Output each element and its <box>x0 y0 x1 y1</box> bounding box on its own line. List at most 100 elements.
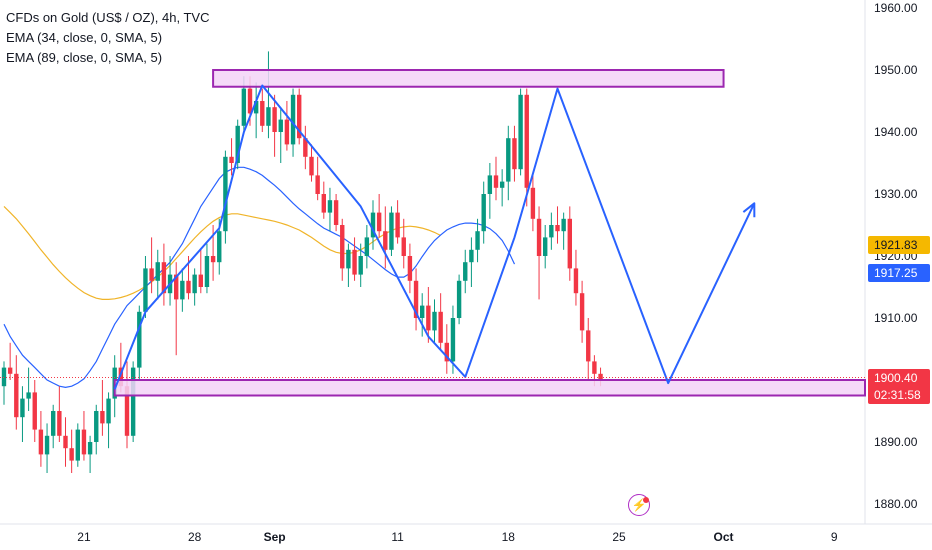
candle-body <box>518 94 523 170</box>
candle <box>297 88 302 145</box>
candle-body <box>567 218 572 269</box>
x-tick-label: Oct <box>714 530 734 544</box>
countdown-label: 02:31:58 <box>868 386 930 404</box>
candle <box>143 256 148 318</box>
candle <box>63 417 68 467</box>
candle <box>321 181 326 219</box>
candle-body <box>26 392 31 399</box>
candle-body <box>229 156 234 163</box>
y-tick-label: 1890.00 <box>874 435 918 449</box>
candle-body <box>432 311 437 331</box>
candle <box>94 404 99 455</box>
candle-body <box>247 88 253 114</box>
candle-body <box>469 249 474 263</box>
candle-body <box>161 262 167 294</box>
candle-body <box>524 94 529 188</box>
candle-body <box>407 256 413 281</box>
candle <box>370 200 376 250</box>
candle-body <box>7 367 13 374</box>
candle-body <box>284 119 290 145</box>
candle <box>432 299 437 343</box>
pattern-layer <box>113 84 756 390</box>
legend-ema89[interactable]: EMA (89, close, 0, SMA, 5) <box>6 50 163 65</box>
candle <box>518 88 523 176</box>
candle <box>315 156 320 201</box>
candle-body <box>223 156 228 232</box>
candle-body <box>57 411 62 436</box>
zones-layer <box>113 69 866 397</box>
candle <box>475 218 480 263</box>
candle-body <box>493 175 499 188</box>
candle <box>1 361 7 405</box>
candle-body <box>174 274 179 300</box>
candle <box>573 249 579 306</box>
candle <box>364 225 370 269</box>
candle-body <box>376 212 382 232</box>
candle-body <box>401 237 406 256</box>
candle <box>303 125 308 170</box>
candle <box>561 212 566 250</box>
candle-body <box>290 94 296 145</box>
candle-body <box>573 268 579 294</box>
candle <box>253 82 259 139</box>
candle-body <box>235 125 240 163</box>
legend-symbol[interactable]: CFDs on Gold (US$ / OZ), 4h, TVC <box>6 10 210 25</box>
candle-body <box>530 187 536 219</box>
candle <box>358 243 363 287</box>
candle <box>586 318 591 380</box>
candle <box>137 305 142 380</box>
candle-body <box>266 107 271 126</box>
candle <box>493 156 499 201</box>
ema34-layer <box>3 166 516 389</box>
candle-body <box>75 429 80 461</box>
x-tick-label: 18 <box>502 530 516 544</box>
candle-body <box>450 318 456 362</box>
candle <box>155 249 160 300</box>
candle <box>401 218 406 269</box>
candle-body <box>63 435 68 449</box>
candle <box>413 268 419 331</box>
candle <box>389 206 394 256</box>
candle <box>272 94 277 157</box>
candle-body <box>44 435 50 455</box>
candle <box>536 206 542 300</box>
candle <box>426 287 431 343</box>
candle <box>278 107 283 163</box>
candle-body <box>137 311 142 368</box>
candle <box>512 125 517 182</box>
candle-body <box>198 274 203 287</box>
candle-body <box>69 448 74 461</box>
x-tick-label: Sep <box>264 530 286 544</box>
candle <box>198 249 203 294</box>
candle-body <box>32 392 37 430</box>
legend-ema34[interactable]: EMA (34, close, 0, SMA, 5) <box>6 30 163 45</box>
candle <box>309 144 314 182</box>
candle-body <box>499 181 505 188</box>
candle-body <box>210 256 216 263</box>
candle <box>14 355 19 430</box>
candle-body <box>592 361 597 374</box>
candle <box>266 51 271 139</box>
ema34-price-label: 1917.25 <box>868 264 930 282</box>
candle-body <box>149 268 154 281</box>
candle <box>340 218 345 281</box>
candle <box>235 119 240 170</box>
candle-body <box>100 411 105 424</box>
x-tick-label: 28 <box>188 530 202 544</box>
candle <box>420 293 425 337</box>
lightning-icon[interactable]: ⚡ <box>628 494 650 516</box>
candle-body <box>241 88 247 126</box>
candle-body <box>352 249 357 275</box>
candle <box>149 237 154 294</box>
y-tick-label: 1940.00 <box>874 125 918 139</box>
candle <box>130 361 136 442</box>
pattern-line <box>113 84 756 390</box>
candle-body <box>420 305 425 318</box>
candle-body <box>456 280 462 318</box>
candle-body <box>217 231 222 263</box>
candle <box>38 411 44 467</box>
candle-body <box>543 237 548 256</box>
x-tick-label: 25 <box>612 530 626 544</box>
candle <box>438 293 443 349</box>
